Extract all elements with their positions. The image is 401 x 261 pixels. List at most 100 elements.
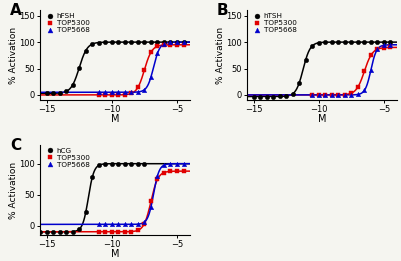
- hFSH: [109, 40, 114, 44]
- TOP5300: [109, 93, 114, 97]
- TOP5668: [349, 93, 354, 97]
- TOP5300: [136, 229, 140, 232]
- hFSH: [162, 40, 166, 44]
- Line: hFSH: hFSH: [45, 40, 186, 96]
- TOP5668: [316, 93, 321, 97]
- TOP5300: [142, 68, 147, 72]
- TOP5668: [369, 68, 373, 72]
- hTSH: [381, 40, 386, 44]
- TOP5300: [136, 86, 140, 89]
- hFSH: [44, 92, 49, 95]
- Text: C: C: [10, 138, 21, 153]
- hTSH: [251, 95, 256, 98]
- TOP5300: [342, 93, 347, 96]
- hCG: [96, 164, 101, 167]
- TOP5668: [136, 90, 140, 93]
- TOP5300: [122, 93, 127, 96]
- hFSH: [155, 40, 160, 44]
- Legend: hCG, TOP5300, TOP5668: hCG, TOP5300, TOP5668: [45, 147, 90, 169]
- hCG: [136, 162, 140, 165]
- TOP5668: [162, 164, 166, 167]
- hCG: [57, 230, 62, 233]
- hCG: [38, 230, 43, 233]
- TOP5300: [103, 230, 108, 233]
- TOP5300: [155, 178, 160, 181]
- hFSH: [57, 91, 62, 94]
- TOP5300: [316, 93, 321, 97]
- TOP5668: [136, 223, 140, 226]
- Y-axis label: % Activation: % Activation: [9, 162, 18, 218]
- TOP5668: [142, 88, 147, 91]
- Line: TOP5668: TOP5668: [310, 43, 393, 97]
- hCG: [90, 176, 95, 179]
- hFSH: [90, 43, 95, 46]
- X-axis label: M: M: [111, 114, 119, 124]
- Legend: hFSH, TOP5300, TOP5668: hFSH, TOP5300, TOP5668: [45, 12, 90, 34]
- Y-axis label: % Activation: % Activation: [216, 27, 225, 84]
- hCG: [103, 162, 108, 165]
- TOP5300: [96, 93, 101, 97]
- hTSH: [362, 40, 367, 44]
- TOP5668: [388, 43, 393, 46]
- TOP5300: [122, 230, 127, 233]
- hCG: [70, 230, 75, 233]
- TOP5668: [96, 91, 101, 94]
- TOP5300: [148, 200, 153, 203]
- hFSH: [51, 92, 56, 95]
- hCG: [142, 162, 147, 165]
- X-axis label: M: M: [111, 249, 119, 259]
- hFSH: [83, 49, 88, 52]
- TOP5668: [181, 40, 186, 44]
- Y-axis label: % Activation: % Activation: [9, 27, 18, 84]
- hFSH: [103, 41, 108, 44]
- TOP5668: [103, 91, 108, 94]
- TOP5668: [168, 162, 173, 165]
- TOP5668: [155, 52, 160, 55]
- TOP5300: [129, 92, 134, 95]
- TOP5300: [329, 93, 334, 97]
- TOP5300: [388, 46, 393, 49]
- hFSH: [77, 66, 82, 69]
- hFSH: [148, 40, 153, 44]
- TOP5668: [342, 93, 347, 97]
- TOP5668: [310, 93, 315, 97]
- TOP5668: [381, 44, 386, 47]
- TOP5300: [142, 222, 147, 225]
- TOP5668: [148, 205, 153, 209]
- TOP5300: [129, 230, 134, 233]
- Line: TOP5668: TOP5668: [97, 40, 186, 94]
- hTSH: [297, 81, 302, 85]
- TOP5300: [103, 93, 108, 97]
- TOP5668: [375, 48, 380, 51]
- Line: TOP5300: TOP5300: [310, 45, 393, 97]
- TOP5668: [116, 223, 121, 226]
- TOP5300: [96, 230, 101, 233]
- X-axis label: M: M: [318, 114, 326, 124]
- TOP5300: [168, 170, 173, 173]
- hTSH: [369, 40, 373, 44]
- hTSH: [388, 40, 393, 44]
- Legend: hTSH, TOP5300, TOP5668: hTSH, TOP5300, TOP5668: [252, 12, 297, 34]
- TOP5300: [323, 93, 328, 97]
- Line: TOP5668: TOP5668: [97, 162, 186, 227]
- TOP5668: [323, 93, 328, 97]
- TOP5300: [162, 44, 166, 47]
- TOP5300: [181, 170, 186, 173]
- TOP5300: [381, 46, 386, 49]
- TOP5668: [148, 75, 153, 79]
- TOP5300: [174, 170, 179, 173]
- hCG: [129, 162, 134, 165]
- hFSH: [181, 40, 186, 44]
- TOP5668: [96, 223, 101, 226]
- hTSH: [310, 44, 315, 48]
- hTSH: [271, 95, 275, 98]
- TOP5300: [369, 54, 373, 57]
- hCG: [109, 162, 114, 165]
- hFSH: [122, 40, 127, 44]
- TOP5300: [375, 48, 380, 51]
- TOP5300: [116, 230, 121, 233]
- Line: hTSH: hTSH: [251, 40, 393, 99]
- Line: hCG: hCG: [38, 162, 147, 234]
- hCG: [83, 211, 88, 214]
- hFSH: [116, 40, 121, 44]
